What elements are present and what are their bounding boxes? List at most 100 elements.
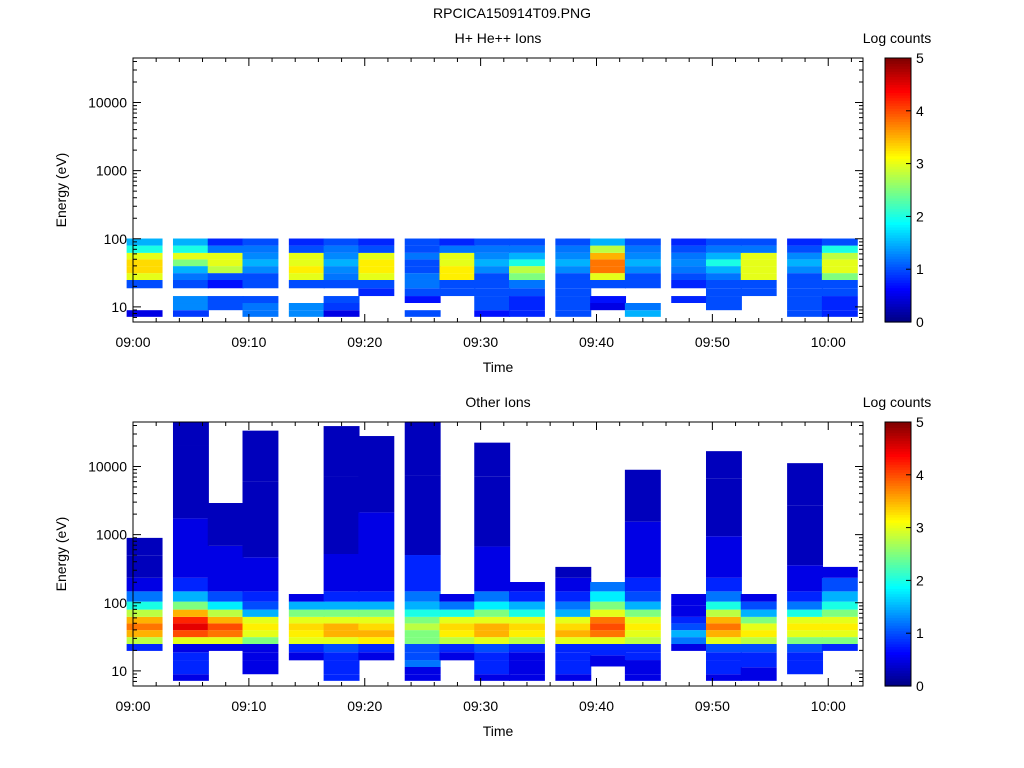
heatmap-cell bbox=[555, 623, 592, 631]
heatmap-cell bbox=[323, 623, 360, 631]
heatmap-cell bbox=[323, 279, 360, 289]
heatmap-cell bbox=[439, 609, 476, 617]
heatmap-cell bbox=[705, 630, 742, 638]
heatmap-cell bbox=[288, 616, 325, 624]
heatmap-cell bbox=[172, 310, 209, 317]
colorbar-segment bbox=[885, 94, 911, 99]
colorbar-segment bbox=[885, 588, 911, 592]
colorbar-segment bbox=[885, 480, 911, 484]
heatmap-cell bbox=[439, 266, 476, 274]
heatmap-cell bbox=[242, 310, 279, 317]
heatmap-cell bbox=[242, 623, 279, 631]
heatmap-cell bbox=[439, 616, 476, 624]
heatmap-cell bbox=[821, 566, 858, 578]
heatmap-cell bbox=[705, 252, 742, 260]
heatmap-cell bbox=[624, 616, 661, 624]
y-tick-label: 10000 bbox=[88, 459, 127, 475]
heatmap-cell bbox=[207, 296, 244, 304]
heatmap-cell bbox=[323, 616, 360, 624]
heatmap-cell bbox=[624, 609, 661, 617]
heatmap-cell bbox=[787, 609, 824, 617]
heatmap-cell bbox=[590, 637, 627, 644]
heatmap-cell bbox=[404, 310, 441, 317]
heatmap-cell bbox=[242, 609, 279, 617]
heatmap-cell bbox=[705, 238, 742, 246]
heatmap-cell bbox=[404, 667, 441, 675]
heatmap-cell bbox=[509, 652, 545, 661]
colorbar-segment bbox=[885, 678, 911, 682]
heatmap-cell bbox=[555, 660, 592, 668]
heatmap-cell bbox=[787, 643, 824, 653]
heatmap-cell bbox=[323, 674, 360, 681]
heatmap-cell bbox=[404, 616, 441, 624]
heatmap-cell bbox=[509, 245, 545, 253]
colorbar-segment bbox=[885, 530, 911, 534]
heatmap-cell bbox=[509, 238, 545, 246]
heatmap-cell bbox=[207, 303, 244, 311]
heatmap-cell bbox=[740, 266, 777, 274]
heatmap-cell bbox=[172, 518, 209, 578]
heatmap-cell bbox=[705, 674, 742, 681]
colorbar-segment bbox=[885, 224, 911, 228]
heatmap-cell bbox=[288, 630, 325, 638]
colorbar-segment bbox=[885, 517, 911, 521]
colorbar-segment bbox=[885, 129, 911, 133]
heatmap-cell bbox=[474, 259, 511, 267]
heatmap-cell bbox=[172, 601, 209, 610]
heatmap-cell bbox=[242, 296, 279, 304]
colorbar-segment bbox=[885, 171, 911, 175]
heatmap-cell bbox=[404, 591, 441, 602]
colorbar-segment bbox=[885, 643, 911, 647]
heatmap-cell bbox=[126, 555, 163, 578]
colorbar-segment bbox=[885, 564, 911, 568]
heatmap-cell bbox=[474, 296, 511, 304]
heatmap-cell bbox=[555, 296, 592, 304]
colorbar-segment bbox=[885, 646, 911, 650]
heatmap-cell bbox=[207, 273, 244, 280]
heatmap-cell bbox=[624, 601, 661, 610]
heatmap-cell bbox=[323, 266, 360, 274]
heatmap-cell bbox=[555, 616, 592, 624]
colorbar-segment bbox=[885, 285, 911, 289]
heatmap-cell bbox=[671, 616, 708, 624]
heatmap-cell bbox=[323, 554, 360, 592]
colorbar-segment bbox=[885, 604, 911, 608]
colorbar-segment bbox=[885, 87, 911, 91]
heatmap-cell bbox=[705, 616, 742, 624]
heatmap-cell bbox=[821, 266, 858, 274]
heatmap-cell bbox=[207, 623, 244, 631]
heatmap-cell bbox=[509, 601, 545, 610]
colorbar-segment bbox=[885, 208, 911, 212]
heatmap-cell bbox=[172, 616, 209, 624]
colorbar-segment bbox=[885, 300, 911, 305]
colorbar-segment bbox=[885, 303, 911, 307]
colorbar-segment bbox=[885, 667, 911, 671]
colorbar-tick-label: 5 bbox=[916, 414, 924, 430]
x-tick-label: 09:20 bbox=[347, 334, 382, 350]
heatmap-cell bbox=[787, 279, 824, 289]
heatmap-cell bbox=[358, 643, 395, 653]
colorbar-segment bbox=[885, 506, 911, 510]
heatmap-cell bbox=[821, 601, 858, 610]
heatmap-cell bbox=[474, 310, 511, 317]
colorbar-segment bbox=[885, 683, 911, 687]
heatmap-cell bbox=[404, 643, 441, 653]
x-tick-label: 10:00 bbox=[811, 698, 846, 714]
heatmap-cell bbox=[787, 238, 824, 246]
heatmap-cell bbox=[624, 577, 661, 592]
colorbar-segment bbox=[885, 298, 911, 302]
heatmap-cell bbox=[323, 652, 360, 661]
heatmap-cell bbox=[705, 652, 742, 661]
colorbar-segment bbox=[885, 76, 911, 80]
colorbar-segment bbox=[885, 554, 911, 558]
colorbar-segment bbox=[885, 635, 911, 640]
heatmap-cell bbox=[787, 259, 824, 267]
heatmap-cell bbox=[358, 512, 395, 592]
heatmap-cell bbox=[787, 245, 824, 253]
heatmap-cell bbox=[624, 667, 661, 675]
panel-title: H+ He++ Ions bbox=[455, 30, 542, 46]
heatmap-cell bbox=[555, 601, 592, 610]
colorbar-segment bbox=[885, 551, 911, 555]
heatmap-cell bbox=[242, 660, 279, 668]
